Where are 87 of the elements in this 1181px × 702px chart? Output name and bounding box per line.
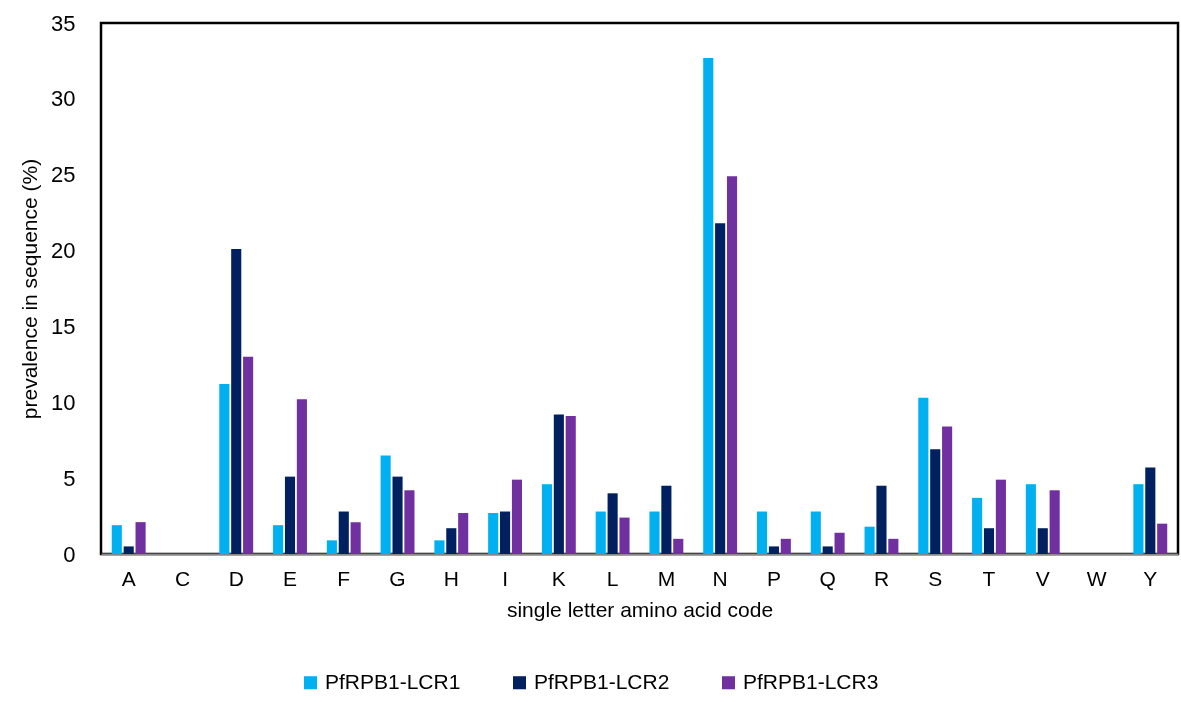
bar [1157,523,1168,554]
x-tick-label: N [712,566,728,590]
bar [1037,528,1048,554]
y-axis-title: prevalence in sequence (%) [18,158,42,420]
bar [864,526,875,554]
bar [619,517,630,554]
y-tick-label: 5 [63,465,76,491]
x-tick-label: C [174,566,191,590]
bar [673,538,684,554]
bar [972,497,983,554]
bar [607,493,618,554]
y-tick-label: 25 [51,162,76,188]
y-tick-label: 15 [51,313,76,339]
x-tick-label: V [1035,566,1050,590]
bar [756,511,768,554]
bar [458,513,469,554]
x-tick-label: Q [819,566,836,590]
bar [553,414,564,554]
bar [1145,467,1156,554]
bar [219,384,230,554]
x-tick-label: I [502,566,508,590]
x-tick-label: M [657,566,676,590]
bar [350,522,361,554]
bar [404,490,415,554]
bar [918,397,929,554]
bar [123,546,134,554]
bar [1133,484,1144,554]
x-tick-label: F [337,566,351,590]
bar [273,525,284,554]
bar [1025,484,1036,554]
x-tick-label: P [766,566,781,590]
x-tick-label: G [389,566,406,590]
x-tick-label: K [551,566,566,590]
bar [446,528,457,554]
legend-label: PfRPB1-LCR2 [534,669,670,693]
bar [511,479,523,554]
bar [434,540,445,554]
y-tick-label: 30 [51,86,76,112]
x-tick-label: H [443,566,459,590]
y-tick-label: 10 [51,389,76,415]
x-tick-label: T [982,566,996,590]
x-tick-label: A [121,566,136,590]
bar [338,511,349,554]
x-tick-label: L [606,566,619,590]
bar [1049,490,1060,554]
y-tick-label: 0 [63,541,76,567]
bar [595,511,606,554]
x-tick-label: S [928,566,943,590]
bar [995,479,1006,554]
bar [135,522,146,554]
x-tick-label: W [1086,566,1107,590]
bar [983,528,995,554]
bar [822,546,833,554]
bar [810,511,821,554]
x-tick-label: Y [1143,566,1158,590]
x-tick-label: D [228,566,244,590]
bar [649,511,660,554]
bar [380,455,391,554]
bar [500,511,511,554]
bar [111,525,122,554]
bar [930,449,941,554]
bar [780,538,791,554]
bar [541,484,553,554]
bar [243,356,254,554]
bar [661,485,672,554]
y-tick-label: 35 [51,10,76,36]
x-tick-label: E [282,566,298,590]
bar [565,415,576,554]
bar [488,513,499,554]
bar [726,176,738,554]
bar [284,476,296,554]
bar [326,540,337,554]
bar [876,485,887,554]
bar [768,546,779,554]
y-tick-label: 20 [51,238,76,264]
x-axis-title: single letter amino acid code [506,597,774,621]
bar [703,57,714,554]
x-tick-label: R [873,566,890,590]
legend-label: PfRPB1-LCR1 [325,669,461,693]
bar [296,399,307,554]
bar [942,426,953,554]
bar [888,538,899,554]
bar [231,249,242,554]
bar [834,532,845,554]
bar [715,223,726,554]
bar [392,476,403,554]
legend-label: PfRPB1-LCR3 [743,669,879,693]
